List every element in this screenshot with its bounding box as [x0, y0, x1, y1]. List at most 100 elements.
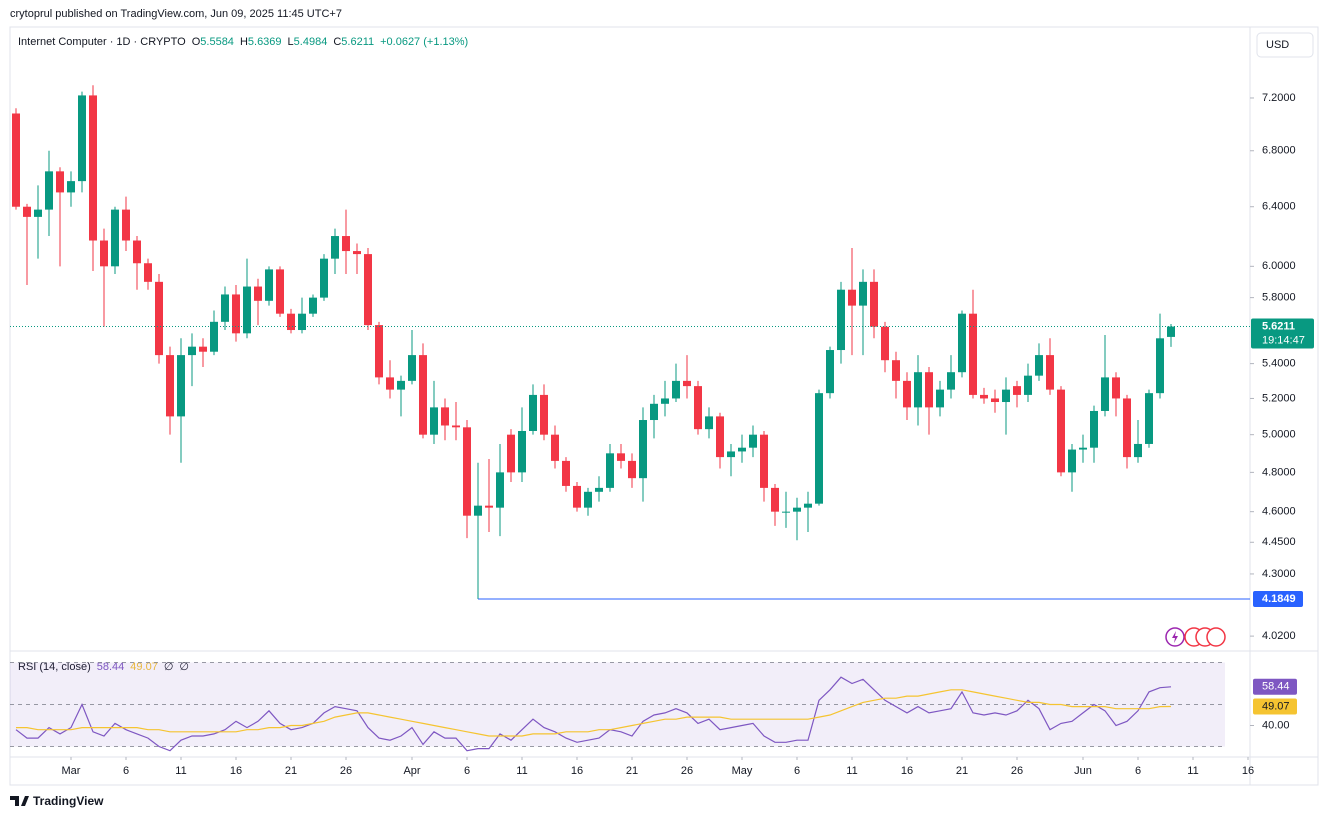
candle-body	[617, 453, 625, 461]
published: crytoprul published on TradingView.com, …	[10, 8, 342, 20]
candle-body	[430, 407, 438, 435]
h-value: 5.6369	[248, 36, 282, 48]
candle-body	[320, 258, 328, 298]
candle-body	[771, 487, 779, 512]
candle-body	[540, 394, 548, 435]
candle-body	[1013, 386, 1021, 395]
candle-body	[683, 380, 691, 387]
x-tick-label: Jun	[1074, 765, 1092, 777]
rsi-value-label: 58.44	[1262, 681, 1290, 693]
x-tick-label: 11	[846, 765, 857, 777]
candle-body	[672, 380, 680, 399]
candle-body	[232, 294, 240, 334]
candle-body	[397, 380, 405, 390]
candle-body	[551, 434, 559, 461]
candle-body	[1090, 410, 1098, 448]
candle-body	[452, 425, 460, 428]
candle-body	[485, 505, 493, 508]
x-tick-label: 21	[285, 765, 297, 777]
candle-body	[408, 355, 416, 381]
candle-body	[782, 511, 790, 513]
x-tick-label: 16	[230, 765, 242, 777]
candle-body	[1156, 338, 1164, 394]
candle-body	[914, 372, 922, 408]
y-tick-label: 5.8000	[1262, 292, 1296, 304]
y-tick-label: 4.8000	[1262, 466, 1296, 478]
candle-body	[793, 507, 801, 512]
brand: TradingView	[33, 794, 104, 808]
x-tick-label: 6	[1135, 765, 1141, 777]
currency-button[interactable]	[1256, 32, 1314, 58]
candle-body	[925, 372, 933, 408]
candle-body	[353, 251, 361, 255]
candle-body	[969, 313, 977, 395]
y-tick-label: 5.4000	[1262, 358, 1296, 370]
candle-body	[133, 240, 141, 264]
ma-value: 49.07	[130, 661, 158, 673]
y-tick-label: 6.0000	[1262, 260, 1296, 272]
candle-body	[628, 460, 636, 479]
candle-body	[727, 451, 735, 458]
icon	[1172, 631, 1178, 643]
y-tick-label: 6.8000	[1262, 145, 1296, 157]
candle-body	[45, 171, 53, 210]
candle-body	[584, 491, 592, 508]
candle-body	[375, 325, 383, 378]
candle-body	[1057, 389, 1065, 473]
icon[interactable]	[1206, 627, 1226, 647]
candles	[12, 85, 1175, 599]
candle-body	[1112, 377, 1120, 399]
y-tick-label: 4.4500	[1262, 536, 1296, 548]
y-tick-label: 4.3000	[1262, 568, 1296, 580]
candle-body	[650, 403, 658, 421]
symbol: Internet Computer · 1D · CRYPTO	[18, 36, 186, 48]
candle-body	[474, 505, 482, 516]
candle-body	[837, 289, 845, 351]
h-label: H	[240, 36, 248, 48]
candle-body	[364, 254, 372, 326]
x-tick-label: 26	[681, 765, 693, 777]
rsi-value-label: 49.07	[1262, 700, 1290, 712]
candle-body	[1002, 389, 1010, 403]
rsi-line	[15, 676, 1172, 752]
candle-body	[265, 269, 273, 301]
candle-body	[826, 350, 834, 394]
y-tick-label: 4.6000	[1262, 506, 1296, 518]
candle-body	[1024, 375, 1032, 395]
candle-body	[221, 294, 229, 322]
currency[interactable]: USD	[1266, 39, 1289, 51]
candle-body	[144, 263, 152, 282]
l-value: 5.4984	[294, 36, 328, 48]
y-tick-label: 5.2000	[1262, 392, 1296, 404]
price-label: 5.6211	[1262, 320, 1295, 332]
candle-body	[287, 313, 295, 331]
candle-body	[870, 281, 878, 327]
logo	[10, 796, 29, 806]
c-value: 5.6211	[341, 36, 374, 48]
x-tick-label: 11	[516, 765, 527, 777]
candle-body	[342, 236, 350, 252]
na-label: ∅	[179, 661, 189, 673]
candle-body	[419, 355, 427, 435]
candle-body	[749, 434, 757, 448]
candle-body	[386, 377, 394, 390]
candle-body	[694, 386, 702, 430]
candle-body	[903, 380, 911, 408]
rsi-line	[16, 689, 1172, 737]
candle-body	[100, 240, 108, 267]
change: +0.0627 (+1.13%)	[380, 36, 468, 48]
rsi-value-box	[1253, 678, 1297, 695]
y-tick-label: 40.00	[1262, 719, 1290, 731]
candle-body	[1035, 355, 1043, 376]
x-tick-label: 16	[571, 765, 583, 777]
candle-body	[463, 427, 471, 516]
candle-body	[562, 460, 570, 486]
candle-body	[606, 453, 614, 488]
countdown: 19:14:47	[1262, 334, 1305, 346]
l-label: L	[288, 36, 294, 48]
event-icons[interactable]	[1165, 627, 1226, 647]
candle-body	[991, 398, 999, 403]
candle-body	[705, 416, 713, 430]
candle-body	[111, 209, 119, 267]
